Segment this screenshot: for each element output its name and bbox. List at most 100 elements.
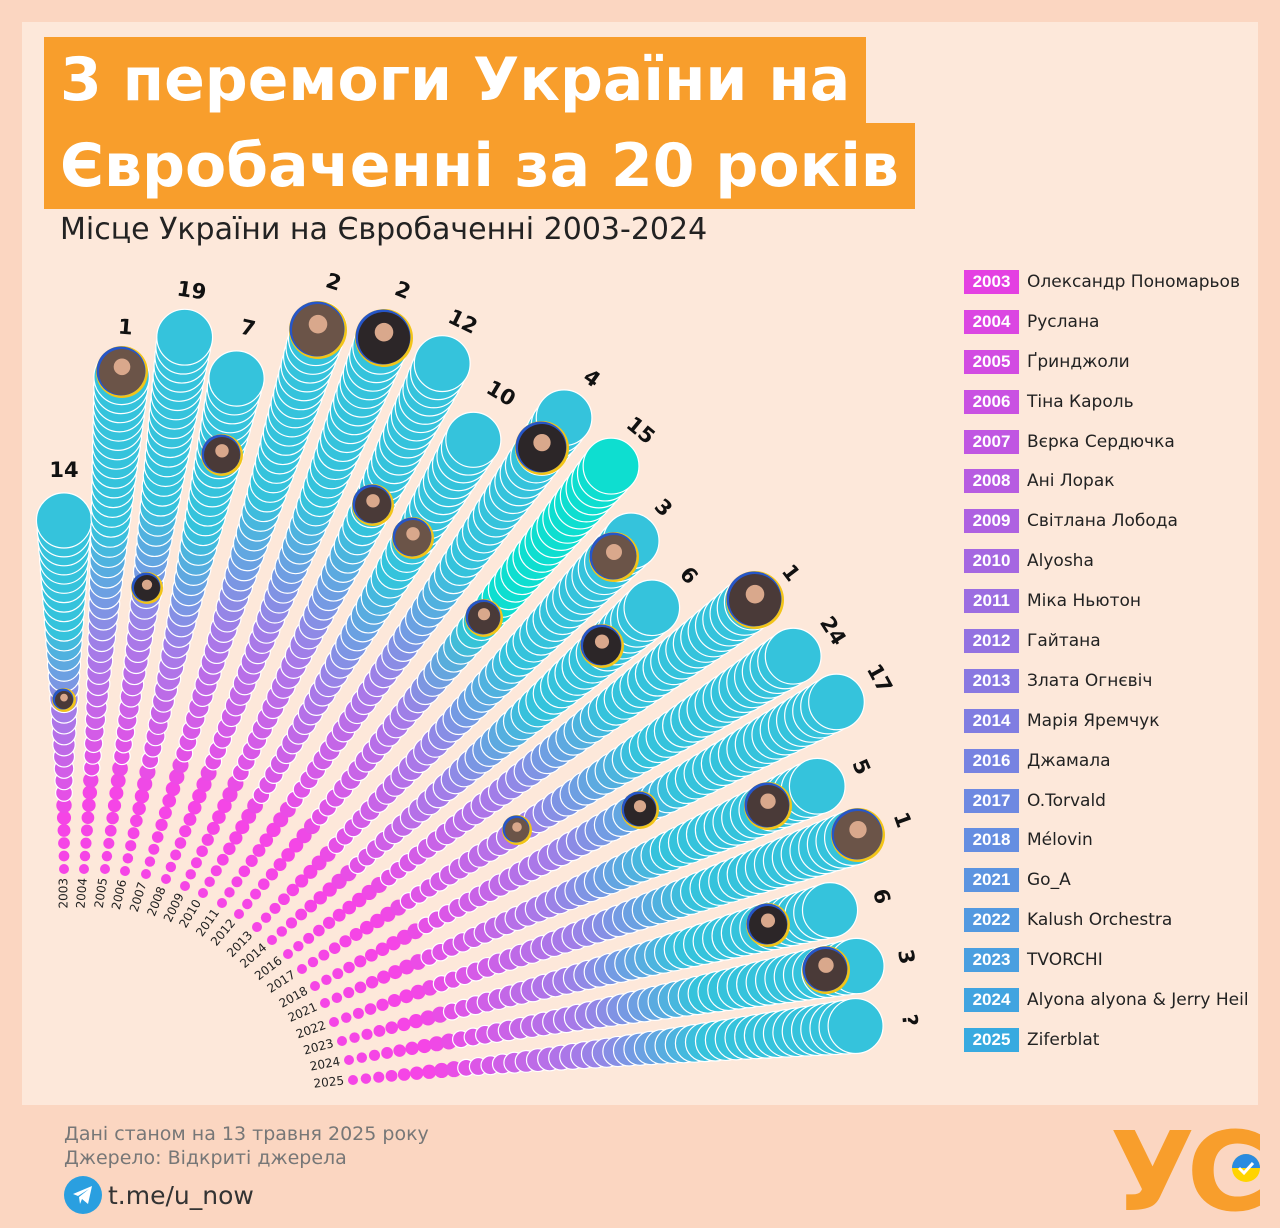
ray-dot	[185, 869, 196, 880]
legend-item: 2004 Руслана	[964, 302, 1249, 342]
ray-dot	[260, 912, 272, 923]
ray-dot	[373, 1025, 386, 1037]
ray-dot	[341, 1012, 352, 1023]
artist-photo	[465, 599, 503, 637]
legend-item: 2014 Марія Яремчук	[964, 701, 1249, 741]
ray-dot	[204, 876, 215, 888]
legend-item: 2022 Kalush Orchestra	[964, 900, 1249, 940]
place-label: 5	[847, 755, 875, 778]
title-line-2: Євробаченні за 20 років	[44, 123, 915, 209]
telegram-handle[interactable]: t.me/u_now	[108, 1180, 254, 1210]
ray-dot	[82, 785, 98, 800]
ray-dot	[106, 811, 119, 825]
ray-dot	[80, 837, 92, 849]
source-note: Джерело: Відкриті джерела	[64, 1147, 347, 1169]
ray-dot	[397, 1017, 411, 1032]
place-label: 3	[893, 947, 919, 966]
ray-2010	[198, 411, 502, 898]
ray-dot	[764, 627, 822, 685]
ray-dot	[304, 899, 318, 913]
place-label: 2	[323, 268, 344, 295]
ray-dot	[35, 492, 93, 549]
ray-dot	[122, 853, 134, 864]
artist-photo	[355, 309, 413, 367]
ray-dot	[313, 924, 325, 937]
date-note: Дані станом на 13 травня 2025 року	[64, 1123, 429, 1145]
ray-dot	[187, 800, 202, 815]
ray-dot	[321, 974, 332, 985]
ray-dot	[266, 822, 281, 838]
ray-dot	[429, 1036, 445, 1052]
ray-dot	[344, 1055, 354, 1065]
ray-dot	[413, 335, 471, 393]
ray-dot	[332, 968, 344, 980]
ray-dot	[356, 1052, 368, 1063]
ray-dot	[56, 810, 72, 825]
ray-dot	[252, 844, 266, 857]
ray-dot	[265, 868, 279, 881]
ray-dot	[216, 853, 229, 866]
legend-artist: Mélovin	[1027, 830, 1093, 851]
ray-dot	[82, 798, 96, 812]
ray-dot	[352, 1007, 364, 1019]
legend-item: 2012 Гайтана	[964, 621, 1249, 661]
ray-2006	[120, 350, 265, 876]
ray-dot	[410, 1066, 424, 1080]
ray-dot	[381, 1047, 393, 1059]
telegram-link[interactable]: t.me/u_now	[64, 1176, 254, 1214]
ray-dot	[58, 850, 70, 862]
place-label: 19	[175, 276, 207, 304]
ray-dot	[808, 673, 865, 731]
ray-dot	[101, 850, 113, 862]
ray-dot	[192, 788, 207, 804]
ray-dot	[257, 878, 270, 890]
ray-dot	[224, 887, 235, 898]
legend-item: 2005 Ґринджоли	[964, 342, 1249, 382]
legend-artist: Тіна Кароль	[1027, 391, 1134, 412]
ray-dot	[339, 935, 352, 948]
year-label: 2004	[74, 877, 90, 909]
legend-artist: Alyosha	[1027, 551, 1094, 572]
ray-dot	[109, 786, 124, 801]
ray-dot	[79, 850, 91, 862]
ray-dot	[293, 940, 304, 952]
ray-dot	[377, 970, 391, 984]
ray-dot	[161, 874, 171, 884]
legend-artist: Вєрка Сердючка	[1027, 431, 1175, 452]
ray-dot	[162, 793, 177, 808]
year-label: 2003	[57, 878, 71, 909]
ray-dot	[342, 900, 357, 915]
legend-item: 2017 O.Torvald	[964, 781, 1249, 821]
ray-dot	[348, 1075, 358, 1085]
legend-artist: Світлана Лобода	[1027, 511, 1178, 532]
ray-dot	[393, 1044, 406, 1057]
ray-dot	[286, 883, 300, 897]
ray-dot	[148, 843, 160, 855]
ray-dot	[59, 864, 69, 874]
legend-item: 2025 Ziferblat	[964, 1020, 1249, 1060]
legend-item: 2016 Джамала	[964, 741, 1249, 781]
ray-dot	[445, 411, 502, 468]
artist-photo	[392, 517, 434, 559]
legend-artist: Гайтана	[1027, 630, 1101, 651]
ray-dot	[134, 789, 150, 804]
place-label: 7	[238, 315, 258, 342]
ray-dot	[210, 865, 222, 877]
legend-artist: Ґринджоли	[1027, 351, 1130, 372]
legend-item: 2023 TVORCHI	[964, 940, 1249, 980]
ray-dot	[788, 757, 846, 815]
legend-item: 2003 Олександр Пономарьов	[964, 262, 1249, 302]
ray-dot	[107, 798, 122, 813]
ray-dot	[434, 1062, 450, 1079]
ray-dot	[385, 1069, 398, 1082]
legend-item: 2024 Alyona alyona & Jerry Heil	[964, 980, 1249, 1020]
artist-photo	[589, 532, 639, 582]
legend-item: 2018 Mélovin	[964, 820, 1249, 860]
legend-year-badge: 2013	[964, 668, 1019, 693]
legend-artist: Alyona alyona & Jerry Heil	[1027, 989, 1249, 1010]
ray-dot	[328, 942, 341, 954]
ray-dot	[307, 956, 319, 968]
legend-artist: Олександр Пономарьов	[1027, 271, 1240, 292]
legend-year-badge: 2023	[964, 948, 1019, 973]
ray-2005	[100, 308, 214, 874]
